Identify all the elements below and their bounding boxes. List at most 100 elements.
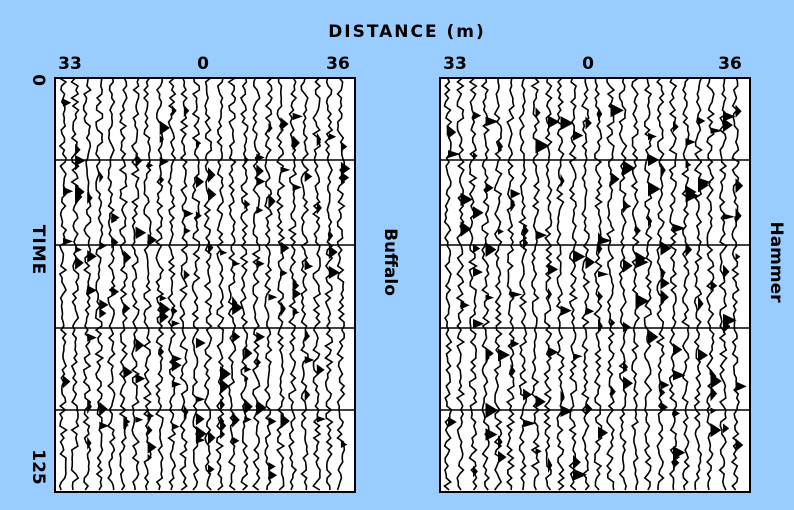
distance-tick-label: 0 bbox=[582, 54, 594, 74]
seismic-trace bbox=[555, 77, 566, 491]
wavelet-fill bbox=[598, 318, 603, 334]
wavelet-fill bbox=[159, 135, 164, 144]
wavelet-fill bbox=[111, 236, 119, 249]
wavelet-fill bbox=[485, 242, 497, 257]
seismic-trace bbox=[94, 77, 105, 491]
wavelet-fill bbox=[473, 465, 478, 478]
wavelet-fill bbox=[660, 241, 672, 256]
seismic-trace bbox=[154, 77, 165, 491]
wavelet-fill bbox=[244, 399, 249, 408]
wavelet-fill bbox=[280, 166, 291, 174]
distance-tick-label: 33 bbox=[58, 54, 82, 74]
distance-tick-label: 36 bbox=[718, 54, 742, 74]
wavelet-fill bbox=[535, 395, 546, 409]
wavelet-fill bbox=[698, 116, 706, 126]
seismic-trace bbox=[82, 77, 92, 491]
wavelet-fill bbox=[316, 364, 325, 376]
seismic-trace bbox=[643, 77, 653, 491]
wavelet-fill bbox=[87, 250, 97, 263]
wavelet-fill bbox=[673, 121, 679, 133]
wavelet-fill bbox=[75, 246, 82, 253]
wavelet-fill bbox=[448, 125, 457, 139]
wavelet-fill bbox=[135, 153, 143, 168]
wavelet-fill bbox=[535, 138, 550, 154]
wavelet-fill bbox=[610, 103, 624, 118]
wavelet-fill bbox=[232, 330, 241, 343]
seismic-trace bbox=[215, 77, 225, 491]
wavelet-fill bbox=[623, 198, 629, 214]
wavelet-fill bbox=[685, 242, 693, 257]
time-tick-label: 0 bbox=[28, 74, 48, 86]
wavelet-fill bbox=[498, 450, 507, 464]
wavelet-fill bbox=[244, 416, 252, 424]
wavelet-fill bbox=[75, 143, 81, 156]
wavelet-fill bbox=[183, 227, 191, 235]
wavelet-fill bbox=[710, 127, 723, 134]
wavelet-fill bbox=[585, 116, 592, 130]
wavelet-fill bbox=[123, 365, 133, 379]
wavelet-fill bbox=[560, 390, 565, 404]
wavelet-fill bbox=[183, 404, 189, 420]
wavelet-fill bbox=[673, 409, 680, 418]
wavelet-fill bbox=[63, 187, 74, 196]
wavelet-fill bbox=[87, 398, 92, 415]
wavelet-fill bbox=[598, 232, 604, 245]
wavelet-fill bbox=[328, 229, 334, 242]
wavelet-fill bbox=[135, 416, 144, 423]
wavelet-fill bbox=[87, 333, 97, 342]
wavelet-fill bbox=[256, 357, 262, 368]
wavelet-fill bbox=[171, 104, 177, 117]
seismic-trace bbox=[167, 77, 177, 491]
wavelet-fill bbox=[735, 208, 742, 224]
wavelet-fill bbox=[171, 320, 181, 327]
wavelet-fill bbox=[244, 346, 253, 360]
wavelet-fill bbox=[510, 197, 516, 213]
wavelet-fill bbox=[316, 138, 322, 147]
wavelet-fill bbox=[698, 178, 709, 193]
wavelet-fill bbox=[171, 380, 182, 388]
wavelet-fill bbox=[610, 171, 620, 187]
wavelet-fill bbox=[660, 162, 666, 179]
wavelet-fill bbox=[256, 400, 267, 416]
wavelet-fill bbox=[535, 230, 547, 240]
wavelet-fill bbox=[460, 301, 470, 310]
seismic-trace bbox=[493, 77, 503, 491]
wavelet-fill bbox=[183, 269, 190, 281]
wavelet-fill bbox=[535, 107, 541, 119]
wavelet-fill bbox=[585, 401, 593, 416]
wavelet-fill bbox=[220, 378, 230, 395]
wavelet-fill bbox=[623, 321, 631, 333]
wavelet-fill bbox=[673, 223, 686, 233]
wavelet-fill bbox=[635, 251, 647, 266]
figure-title: DISTANCE (m) bbox=[328, 22, 486, 42]
wavelet-fill bbox=[723, 213, 736, 220]
wavelet-fill bbox=[63, 375, 71, 389]
wavelet-fill bbox=[523, 419, 537, 428]
wavelet-fill bbox=[220, 398, 225, 411]
wavelet-fill bbox=[195, 337, 206, 349]
seismic-trace bbox=[443, 77, 453, 491]
wavelet-fill bbox=[573, 249, 586, 264]
wavelet-fill bbox=[99, 308, 107, 319]
wavelet-fill bbox=[573, 353, 583, 360]
wavelet-fill bbox=[183, 104, 190, 117]
wavelet-fill bbox=[232, 412, 240, 428]
wavelet-fill bbox=[473, 267, 483, 277]
wavelet-fill bbox=[673, 369, 686, 381]
distance-tick-label: 33 bbox=[443, 54, 467, 74]
wavelet-fill bbox=[723, 264, 730, 280]
distance-tick-label: 0 bbox=[197, 54, 209, 74]
wavelet-fill bbox=[159, 295, 167, 302]
wavelet-fill bbox=[316, 201, 322, 215]
wavelet-fill bbox=[598, 290, 603, 303]
wavelet-fill bbox=[598, 271, 609, 278]
wavelet-fill bbox=[510, 364, 516, 379]
wavelet-fill bbox=[685, 161, 692, 169]
seismic-trace bbox=[568, 77, 578, 491]
wavelet-fill bbox=[147, 441, 157, 454]
wavelet-fill bbox=[485, 294, 495, 301]
wavelet-fill bbox=[460, 221, 472, 237]
wavelet-fill bbox=[448, 416, 457, 428]
wavelet-fill bbox=[63, 98, 72, 107]
wavelet-fill bbox=[473, 111, 482, 120]
